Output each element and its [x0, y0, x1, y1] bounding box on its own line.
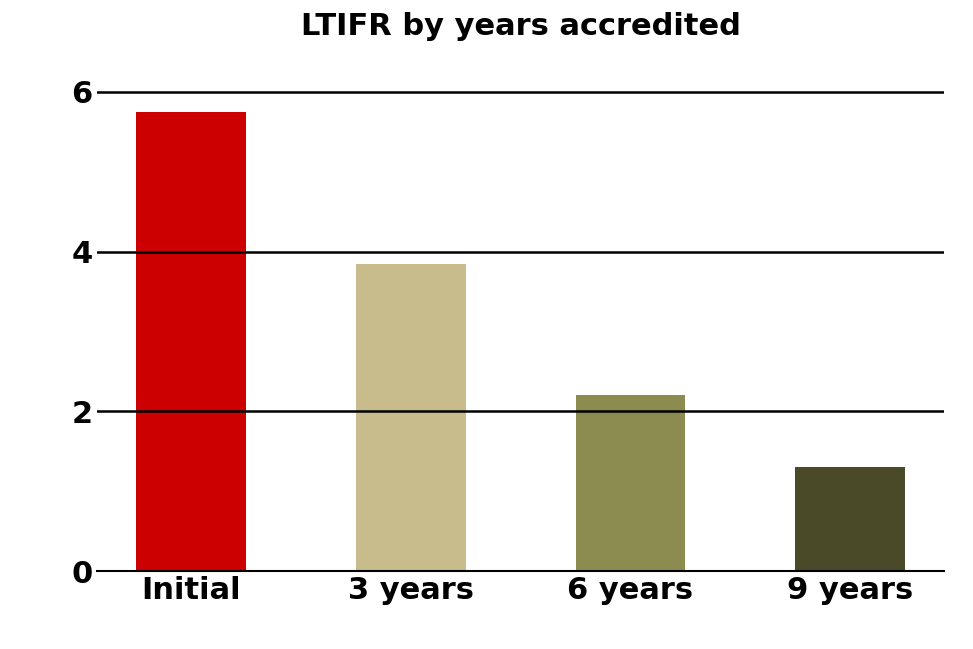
Title: LTIFR by years accredited: LTIFR by years accredited [301, 12, 740, 42]
Bar [575, 395, 685, 571]
Bar [136, 112, 246, 571]
Bar [356, 263, 466, 571]
Bar [795, 467, 905, 571]
